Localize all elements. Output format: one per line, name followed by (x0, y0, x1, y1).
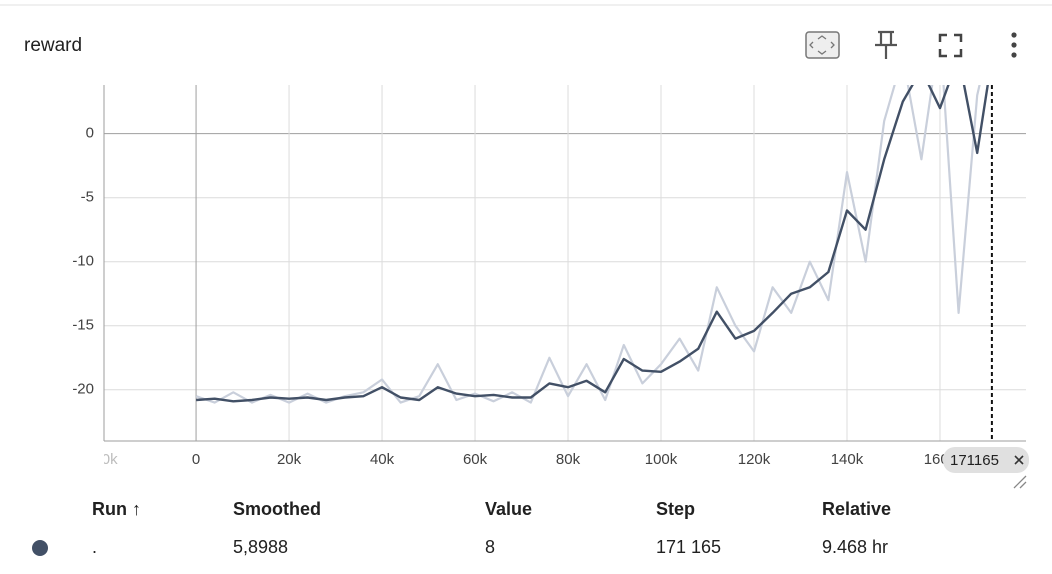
column-header: Run ↑ (92, 499, 141, 519)
y-tick-label: -15 (72, 317, 94, 334)
x-tick-labels: -20k020k40k60k80k100k120k140k160k (88, 451, 957, 468)
resize-handle[interactable] (1013, 475, 1027, 489)
fullscreen-button[interactable] (938, 33, 963, 58)
y-tick-label: -5 (81, 189, 94, 206)
y-tick-label: -10 (72, 253, 94, 270)
grid (104, 85, 1026, 441)
x-tick-label: -20k (88, 451, 118, 468)
x-tick-label: 40k (370, 451, 395, 468)
column-header: Step (656, 499, 695, 519)
y-tick-label: -20 (72, 381, 94, 398)
y-tick-label: 0 (86, 125, 94, 142)
step-badge[interactable]: 171165 (943, 447, 1029, 473)
plot-area (195, 85, 993, 441)
more-button[interactable] (1011, 32, 1017, 58)
x-tick-label: 60k (463, 451, 488, 468)
card-title: reward (24, 35, 82, 56)
column-header: Relative (822, 499, 891, 519)
step-badge-close (1014, 455, 1024, 465)
run-color-swatch (32, 540, 48, 556)
x-tick-label: 0 (192, 451, 200, 468)
x-tick-label: 100k (645, 451, 678, 468)
x-tick-label: 20k (277, 451, 302, 468)
x-tick-label: 140k (831, 451, 864, 468)
table-cell: 171 165 (656, 537, 721, 557)
column-header: Smoothed (233, 499, 321, 519)
raw-line (195, 85, 981, 404)
smoothed-line (196, 85, 989, 403)
table-cell: . (92, 537, 97, 557)
step-badge-box (943, 447, 1029, 473)
fit-domain-button[interactable] (805, 31, 840, 59)
table-cell: 5,8988 (233, 537, 288, 557)
table-cell: 8 (485, 537, 495, 557)
step-badge-label: 171165 (950, 452, 999, 469)
table-cell: 9.468 hr (822, 537, 888, 557)
pin-button[interactable] (875, 30, 897, 59)
data-table: Run ↑ Smoothed Value Step Relative. 5,8988 8 17… (32, 499, 891, 557)
x-tick-label: 120k (738, 451, 771, 468)
column-header: Value (485, 499, 532, 519)
x-tick-label: 80k (556, 451, 581, 468)
